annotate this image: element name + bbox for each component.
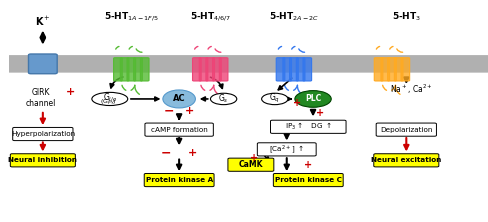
Text: +: + [184,106,194,116]
FancyBboxPatch shape [373,58,382,81]
FancyBboxPatch shape [273,173,343,187]
Text: K$^+$: K$^+$ [35,15,51,28]
FancyBboxPatch shape [140,58,149,81]
Ellipse shape [210,93,236,105]
FancyBboxPatch shape [257,143,316,156]
Text: Protein kinase A: Protein kinase A [145,177,212,183]
FancyBboxPatch shape [289,58,298,81]
FancyBboxPatch shape [13,127,73,141]
Text: +: + [65,87,75,97]
Text: −: − [160,147,171,160]
Text: CaMK: CaMK [238,160,263,169]
Text: PLC: PLC [305,94,321,103]
FancyBboxPatch shape [113,58,122,81]
Text: +: + [187,148,197,158]
Text: cAMP formation: cAMP formation [150,127,207,133]
Ellipse shape [92,92,127,105]
FancyBboxPatch shape [7,55,488,73]
Text: 5-HT$_{1A-1F/5}$: 5-HT$_{1A-1F/5}$ [103,10,159,23]
FancyBboxPatch shape [296,58,305,81]
FancyBboxPatch shape [127,58,135,81]
Ellipse shape [163,90,195,108]
Text: IP$_3\uparrow$   DG $\uparrow$: IP$_3\uparrow$ DG $\uparrow$ [284,121,331,132]
Text: 5-HT$_3$: 5-HT$_3$ [391,10,420,23]
FancyBboxPatch shape [270,120,346,133]
FancyBboxPatch shape [393,58,402,81]
FancyBboxPatch shape [199,58,207,81]
Text: +: + [292,98,300,108]
Text: G$_q$: G$_q$ [268,92,280,105]
FancyBboxPatch shape [120,58,129,81]
FancyBboxPatch shape [212,58,221,81]
Text: +: + [315,108,323,118]
Text: −: − [163,105,174,118]
FancyBboxPatch shape [303,58,311,81]
FancyBboxPatch shape [380,58,389,81]
Text: Depolarization: Depolarization [379,127,431,133]
FancyBboxPatch shape [219,58,227,81]
Text: 5-HT$_{2A-2C}$: 5-HT$_{2A-2C}$ [268,10,318,23]
Text: Neural inhibition: Neural inhibition [8,157,77,163]
FancyBboxPatch shape [276,58,284,81]
Text: G$_{i/o}$: G$_{i/o}$ [102,91,117,104]
FancyBboxPatch shape [192,58,201,81]
Text: [Ca$^{2+}$] $\uparrow$: [Ca$^{2+}$] $\uparrow$ [268,143,304,156]
Text: (G$_{\beta\gamma}$): (G$_{\beta\gamma}$) [100,97,117,107]
FancyBboxPatch shape [205,58,214,81]
Text: Na$^+$, Ca$^{2+}$: Na$^+$, Ca$^{2+}$ [389,83,431,96]
Text: Protein kinase C: Protein kinase C [274,177,341,183]
Text: G$_s$: G$_s$ [218,93,228,105]
FancyBboxPatch shape [144,173,214,187]
Ellipse shape [261,93,287,105]
Text: Hyperpolarization: Hyperpolarization [11,131,75,137]
FancyBboxPatch shape [133,58,142,81]
Text: 5-HT$_{4/6/7}$: 5-HT$_{4/6/7}$ [189,10,230,23]
FancyBboxPatch shape [144,123,213,136]
FancyBboxPatch shape [400,58,409,81]
FancyBboxPatch shape [283,58,291,81]
FancyBboxPatch shape [10,154,75,167]
FancyBboxPatch shape [375,123,436,136]
FancyBboxPatch shape [373,154,438,167]
Text: Neural excitation: Neural excitation [370,157,441,163]
Text: AC: AC [172,94,185,103]
FancyBboxPatch shape [227,158,273,171]
FancyBboxPatch shape [28,54,57,74]
Text: +: + [250,153,258,163]
Text: +: + [304,160,312,170]
Text: GIRK
channel: GIRK channel [25,88,56,107]
Circle shape [294,91,330,107]
FancyBboxPatch shape [387,58,395,81]
